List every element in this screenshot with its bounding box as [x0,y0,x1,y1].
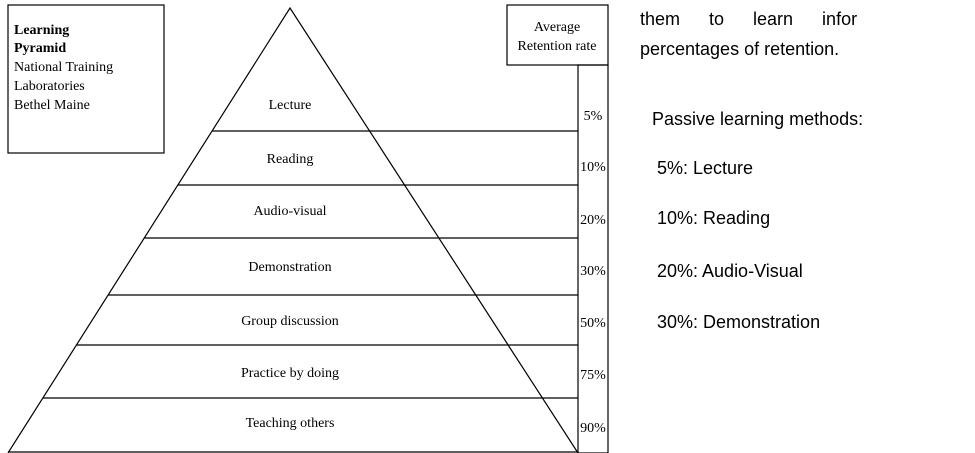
rate-column [577,64,609,453]
list-item: 5%: Lecture [657,158,753,178]
body-text: percentages of retention. [640,39,839,59]
level-label: Reading [267,152,314,167]
legend-line: National Training [14,60,113,75]
list: 5%: Lecture 10%: Reading 20%: Audio-Visual… [657,158,820,332]
pyramid-outline [7,6,579,453]
level-rate: 10% [580,160,606,175]
body-text: them to learn infor [640,9,857,29]
level-rate: 90% [580,421,606,436]
level-rate: 20% [580,213,606,228]
level-rate: 50% [580,316,606,331]
legend-box [7,4,165,154]
rate-header-box [506,4,609,66]
level-rate: 5% [584,109,603,124]
level-rate: 75% [580,368,606,383]
list-item: 20%: Audio-Visual [657,261,803,281]
level-label: Practice by doing [241,366,339,381]
legend-line: Laboratories [14,79,85,94]
level-rate: 30% [580,264,606,279]
heading: Passive learning methods: [652,109,863,129]
legend-title: Learning [14,23,69,38]
rate-header: Average [534,20,580,35]
level-label: Lecture [269,98,312,113]
list-item: 10%: Reading [657,208,770,228]
level-label: Demonstration [248,260,331,275]
level-label: Group discussion [241,314,339,329]
legend-line: Bethel Maine [14,98,90,113]
level-label: Teaching others [246,416,335,431]
levels: Lecture 5% Reading 10% Audio-visual 20% Demons… [42,98,606,436]
level-label: Audio-visual [253,204,326,219]
rate-header: Retention rate [518,39,597,54]
list-item: 30%: Demonstration [657,312,820,332]
legend-title: Pyramid [14,41,66,56]
